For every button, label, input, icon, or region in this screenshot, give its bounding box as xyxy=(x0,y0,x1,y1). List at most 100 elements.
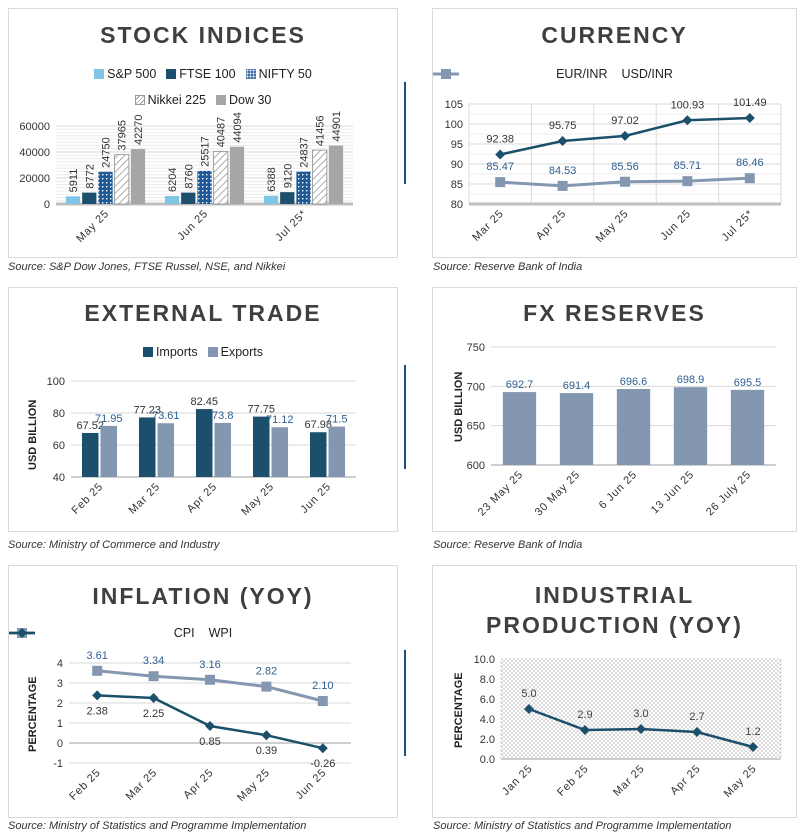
data-label: 85.47 xyxy=(486,161,514,173)
x-category-label: Mar 25 xyxy=(124,767,160,803)
data-point-marker xyxy=(636,724,646,734)
legend-label: S&P 500 xyxy=(107,67,157,81)
y-tick-label: 100 xyxy=(47,376,65,388)
data-label: 85.71 xyxy=(674,160,702,172)
data-point-marker xyxy=(744,173,755,184)
bar xyxy=(673,387,708,465)
bar xyxy=(100,425,118,477)
legend-item-sp500: S&P 500 xyxy=(94,67,156,81)
data-label: 86.46 xyxy=(736,157,764,169)
legend-item-wpi: WPI xyxy=(9,626,232,640)
data-label: 2.25 xyxy=(143,708,164,720)
bar xyxy=(164,195,180,204)
industrial-production-chart: 0.0 2.0 4.0 6.0 8.0 10.0 Jan 25 Feb 25 Mar 25 Apr… xyxy=(474,654,782,800)
legend-item-exports: Exports xyxy=(207,345,263,359)
y-tick-label: 60 xyxy=(53,440,65,452)
y-tick-label: 90 xyxy=(451,159,463,171)
y-tick-label: 80 xyxy=(53,408,65,420)
data-label: 5911 xyxy=(68,169,80,193)
x-category-label: May 25 xyxy=(235,767,272,804)
legend-item-dow30: Dow 30 xyxy=(215,93,271,107)
y-tick-label: -1 xyxy=(53,758,63,770)
data-label: 92.38 xyxy=(486,133,514,145)
data-label: 3.34 xyxy=(143,655,164,667)
bar xyxy=(98,171,113,204)
data-label: 0.85 xyxy=(199,736,220,748)
bar xyxy=(81,432,99,477)
bar xyxy=(280,192,295,204)
x-category-label: Jul 25* xyxy=(720,208,756,244)
x-category-label: Jun 25 xyxy=(298,481,333,516)
x-category-label: 23 May 25 xyxy=(476,469,526,519)
data-label: 84.53 xyxy=(549,165,577,177)
legend-row-2: Nikkei 225 Dow 30 xyxy=(9,93,397,107)
source-note: Source: Ministry of Statistics and Progr… xyxy=(433,820,732,832)
y-tick-label: 40000 xyxy=(19,147,50,159)
y-tick-label: 10.0 xyxy=(474,654,495,666)
data-point-marker xyxy=(557,180,568,191)
data-label: 24837 xyxy=(299,137,311,168)
data-point-marker xyxy=(682,176,693,187)
data-label: 67.52 xyxy=(76,420,104,432)
legend-label: USD/INR xyxy=(621,67,673,81)
data-label: 6388 xyxy=(266,167,278,191)
x-category-label: Apr 25 xyxy=(185,481,220,516)
x-category-label: Jun 25 xyxy=(658,208,693,243)
data-label: 42270 xyxy=(133,114,145,145)
data-label: 3.0 xyxy=(633,708,648,720)
bar xyxy=(616,389,651,465)
data-point-marker xyxy=(261,730,272,741)
x-category-label: Feb 25 xyxy=(555,763,591,799)
bar xyxy=(263,195,279,204)
data-point-marker xyxy=(748,742,758,752)
y-tick-label: 0.0 xyxy=(480,754,495,766)
y-tick-label: 650 xyxy=(467,421,485,433)
y-tick-label: 100 xyxy=(445,119,463,131)
data-point-marker xyxy=(580,725,590,735)
bar xyxy=(730,389,765,465)
data-label: 3.61 xyxy=(86,650,107,662)
chart-title: FX RESERVES xyxy=(523,300,706,326)
y-tick-label: 750 xyxy=(467,342,485,354)
data-label: -0.26 xyxy=(310,758,335,770)
data-point-marker xyxy=(205,674,215,685)
legend-item-nifty50: NIFTY 50 xyxy=(245,67,312,81)
bar xyxy=(502,392,537,465)
legend-item-imports: Imports xyxy=(142,345,198,359)
legend-item-ftse100: FTSE 100 xyxy=(166,67,236,81)
inflation-chart: -1 0 1 2 3 4 Feb 25 Mar 25 Apr 25 May 25 Jun 25 3.6… xyxy=(53,650,351,804)
source-note: Source: Ministry of Statistics and Progr… xyxy=(8,820,307,832)
x-category-label: Jun 25 xyxy=(294,767,329,802)
bar xyxy=(309,432,327,477)
legend-label: Nikkei 225 xyxy=(147,93,206,107)
bar xyxy=(157,423,175,477)
x-category-label: Mar 25 xyxy=(611,763,647,799)
y-tick-label: 40 xyxy=(53,472,65,484)
data-label: 100.93 xyxy=(671,99,705,111)
data-label: 40487 xyxy=(216,117,228,148)
y-tick-label: 60000 xyxy=(19,121,50,133)
data-label: 696.6 xyxy=(620,376,648,388)
y-tick-label: 1 xyxy=(57,718,63,730)
y-tick-label: 2 xyxy=(57,698,63,710)
x-category-label: May 25 xyxy=(74,208,111,245)
bar xyxy=(181,192,196,204)
inflation-panel: INFLATION (YOY) CPI WPI PERCENTAGE -1 0 1 2… xyxy=(8,565,398,818)
data-point-marker xyxy=(148,671,159,682)
data-point-marker xyxy=(92,665,103,676)
data-point-marker xyxy=(524,704,534,714)
bar xyxy=(114,154,130,205)
bar xyxy=(195,409,213,477)
currency-chart: 80 85 90 95 100 105 Mar 25 Apr 25 May 25 Jun 25 Ju… xyxy=(445,97,782,245)
data-label: 1.2 xyxy=(745,726,760,738)
y-tick-label: 700 xyxy=(467,381,485,393)
bar xyxy=(82,192,97,204)
bar xyxy=(559,393,594,465)
stock-indices-chart: 0 20000 40000 60000 May 25 Jun 25 Jul 25* 5911 6… xyxy=(19,111,353,245)
bar xyxy=(252,416,270,477)
fx-reserves-panel: FX RESERVES USD BILLION 600 650 700 750 23 M… xyxy=(432,287,797,532)
data-label: 73.61 xyxy=(152,410,180,422)
legend: S&P 500 FTSE 100 NIFTY 50 xyxy=(9,67,397,81)
bar xyxy=(197,170,212,204)
